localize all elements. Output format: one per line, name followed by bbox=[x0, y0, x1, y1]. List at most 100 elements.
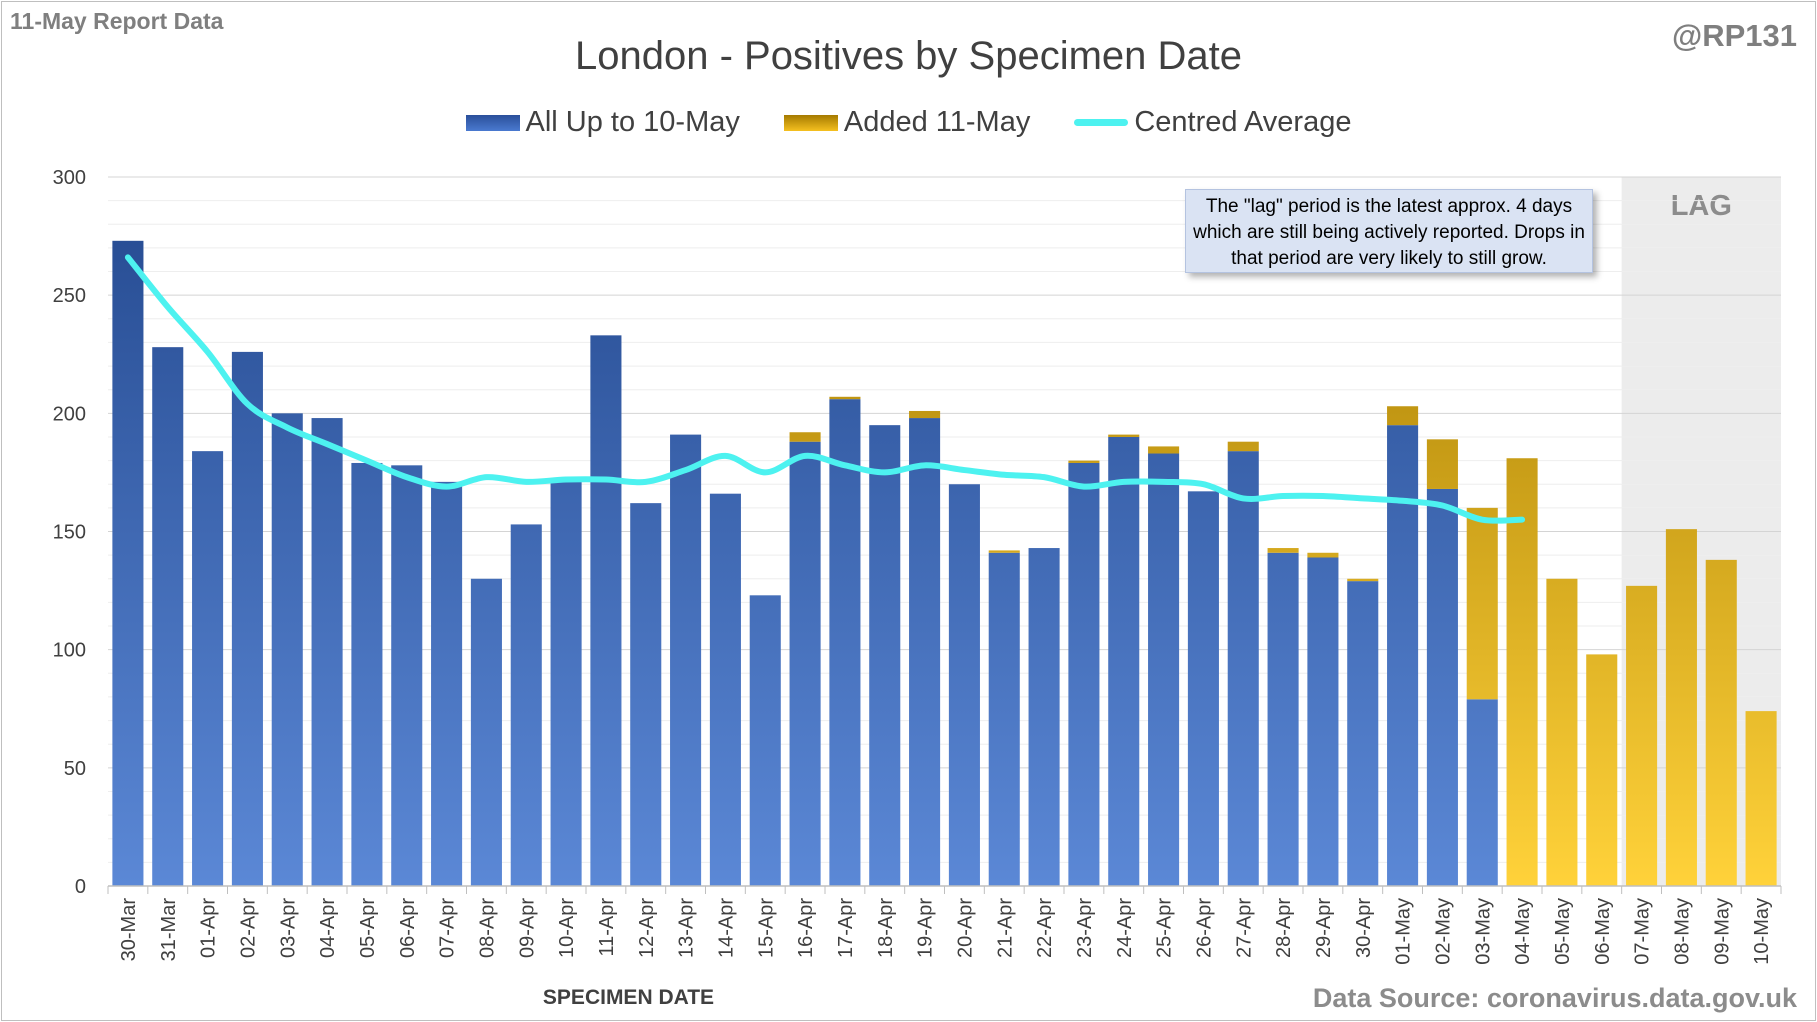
x-tick-label: 01-May bbox=[1393, 898, 1415, 965]
x-tick-label: 24-Apr bbox=[1114, 898, 1136, 958]
bar-all-20-Apr bbox=[948, 484, 980, 886]
x-tick-label: 11-Apr bbox=[596, 898, 618, 957]
bar-all-07-Apr bbox=[431, 481, 463, 886]
bar-added-07-May bbox=[1626, 585, 1658, 886]
bar-all-03-May bbox=[1466, 699, 1498, 886]
bar-all-14-Apr bbox=[709, 493, 741, 886]
x-tick-label: 14-Apr bbox=[715, 898, 737, 958]
x-tick-label: 04-May bbox=[1512, 898, 1534, 965]
x-tick-label: 22-Apr bbox=[1034, 898, 1056, 958]
x-tick-label: 20-Apr bbox=[954, 898, 976, 958]
x-tick-label: 29-Apr bbox=[1313, 898, 1335, 958]
bar-all-13-Apr bbox=[670, 434, 702, 886]
bar-added-24-Apr bbox=[1108, 434, 1140, 437]
legend-item-added: Added 11-May bbox=[783, 106, 1031, 139]
lag-annotation-box: The "lag" period is the latest approx. 4… bbox=[1185, 189, 1593, 273]
bar-added-19-Apr bbox=[909, 410, 941, 419]
bar-all-28-Apr bbox=[1267, 552, 1299, 886]
x-tick-label: 08-Apr bbox=[476, 898, 498, 958]
x-tick-label: 12-Apr bbox=[636, 898, 658, 958]
x-tick-label: 09-May bbox=[1711, 898, 1733, 965]
bar-all-09-Apr bbox=[510, 524, 542, 886]
author-handle: @RP131 bbox=[1671, 18, 1797, 53]
bar-all-02-Apr bbox=[231, 351, 263, 886]
x-tick-label: 06-May bbox=[1592, 898, 1614, 965]
bar-all-16-Apr bbox=[789, 441, 821, 886]
x-axis-title: SPECIMEN DATE bbox=[542, 986, 715, 1009]
x-tick-label: 16-Apr bbox=[795, 898, 817, 958]
bar-added-02-May bbox=[1426, 439, 1458, 489]
x-tick-label: 23-Apr bbox=[1074, 898, 1096, 958]
bar-all-11-Apr bbox=[590, 335, 622, 886]
x-tick-label: 10-May bbox=[1751, 898, 1773, 965]
x-tick-label: 28-Apr bbox=[1273, 898, 1295, 958]
bar-added-03-May bbox=[1466, 507, 1498, 700]
bar-added-05-May bbox=[1546, 578, 1578, 886]
y-tick-label: 150 bbox=[53, 522, 86, 544]
legend-label-average: Centred Average bbox=[1134, 106, 1352, 138]
bar-added-30-Apr bbox=[1347, 578, 1379, 582]
legend-label-all: All Up to 10-May bbox=[525, 106, 740, 138]
x-tick-label: 09-Apr bbox=[516, 898, 538, 958]
legend-swatch-line bbox=[1074, 119, 1129, 126]
bar-added-23-Apr bbox=[1068, 460, 1100, 463]
bar-all-21-Apr bbox=[988, 552, 1020, 886]
y-tick-label: 0 bbox=[75, 876, 86, 898]
bar-all-06-Apr bbox=[391, 465, 423, 886]
x-tick-label: 05-May bbox=[1552, 898, 1574, 965]
bar-all-02-May bbox=[1426, 488, 1458, 886]
bar-added-09-May bbox=[1705, 559, 1737, 886]
lag-label: LAG bbox=[1671, 190, 1732, 222]
x-tick-label: 21-Apr bbox=[994, 898, 1016, 958]
bar-added-28-Apr bbox=[1267, 548, 1299, 553]
x-tick-label: 10-Apr bbox=[556, 898, 578, 958]
y-tick-label: 300 bbox=[53, 167, 86, 189]
bar-all-04-Apr bbox=[311, 418, 343, 886]
bar-all-25-Apr bbox=[1148, 453, 1180, 886]
bar-added-27-Apr bbox=[1227, 441, 1259, 452]
chart-legend: All Up to 10-May Added 11-May Centred Av… bbox=[0, 106, 1817, 139]
bar-added-29-Apr bbox=[1307, 552, 1339, 558]
bar-all-01-Apr bbox=[192, 451, 224, 886]
bar-added-06-May bbox=[1586, 654, 1618, 886]
x-tick-label: 03-May bbox=[1472, 898, 1494, 965]
bar-all-27-Apr bbox=[1227, 451, 1259, 886]
bar-all-30-Apr bbox=[1347, 581, 1379, 886]
bar-all-26-Apr bbox=[1187, 491, 1219, 886]
x-tick-label: 02-Apr bbox=[237, 898, 259, 958]
x-tick-label: 26-Apr bbox=[1193, 898, 1215, 958]
x-tick-label: 07-Apr bbox=[437, 898, 459, 958]
x-tick-label: 27-Apr bbox=[1233, 898, 1255, 958]
x-tick-label: 03-Apr bbox=[277, 898, 299, 958]
bar-all-01-May bbox=[1387, 425, 1419, 886]
y-tick-label: 50 bbox=[64, 758, 86, 780]
data-source: Data Source: coronavirus.data.gov.uk bbox=[1312, 983, 1797, 1013]
bar-all-31-Mar bbox=[152, 347, 184, 886]
x-tick-label: 06-Apr bbox=[397, 898, 419, 958]
bar-added-04-May bbox=[1506, 458, 1538, 886]
bar-added-08-May bbox=[1665, 529, 1697, 886]
x-axis-title-wrap: SPECIMEN DATE bbox=[0, 986, 1817, 1010]
x-tick-label: 08-May bbox=[1671, 898, 1693, 965]
x-tick-label: 17-Apr bbox=[835, 898, 857, 958]
bar-added-25-Apr bbox=[1148, 446, 1180, 454]
bar-all-15-Apr bbox=[749, 595, 781, 886]
x-tick-label: 31-Mar bbox=[158, 898, 180, 962]
x-tick-label: 15-Apr bbox=[755, 898, 777, 958]
x-tick-label: 04-Apr bbox=[317, 898, 339, 958]
report-label: 11-May Report Data bbox=[10, 8, 224, 34]
bar-all-08-Apr bbox=[470, 578, 502, 886]
x-tick-label: 25-Apr bbox=[1154, 898, 1176, 958]
bar-all-19-Apr bbox=[909, 418, 941, 886]
bar-all-29-Apr bbox=[1307, 557, 1339, 886]
legend-label-added: Added 11-May bbox=[843, 106, 1031, 138]
bar-all-24-Apr bbox=[1108, 436, 1140, 886]
bar-all-03-Apr bbox=[271, 413, 303, 886]
legend-swatch-gold bbox=[783, 114, 838, 131]
y-tick-label: 250 bbox=[53, 285, 86, 307]
x-tick-label: 19-Apr bbox=[915, 898, 937, 958]
bar-added-21-Apr bbox=[988, 550, 1020, 553]
bar-all-18-Apr bbox=[869, 425, 901, 886]
x-tick-label: 13-Apr bbox=[676, 898, 698, 958]
